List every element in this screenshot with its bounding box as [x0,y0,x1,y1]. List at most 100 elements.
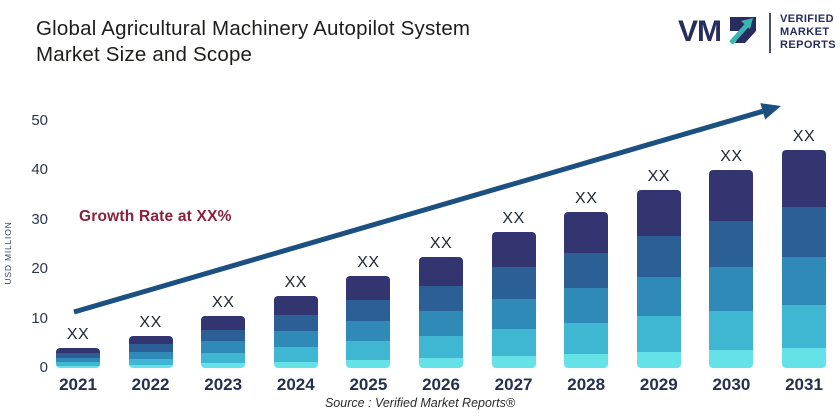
stacked-bar-2022 [128,335,173,368]
bar-segment-2021-3 [56,357,100,363]
x-tick-2026: 2026 [422,375,460,394]
bar-segment-2027-3 [491,298,536,329]
y-tick-0: 0 [39,359,48,376]
bar-segment-2027-2 [491,328,536,356]
bar-segment-2029-5 [636,189,681,237]
growth-rate-annotation: Growth Rate at XX% [79,208,232,225]
bar-value-label-2023: XX [212,294,235,312]
bar-value-label-2025: XX [357,254,380,272]
stacked-bar-2024 [273,296,318,368]
bar-segment-2030-5 [709,170,754,222]
bar-segment-2026-3 [419,311,463,336]
bar-segment-2026-2 [419,335,463,358]
bar-segment-2025-4 [346,300,391,322]
logo-word-market: MARKET [780,26,830,38]
bar-value-label-2028: XX [575,190,598,208]
bar-value-label-2024: XX [284,274,307,292]
bar-value-label-2022: XX [139,313,162,331]
bar-segment-2028-3 [564,288,609,323]
bar-segment-2022-4 [128,344,173,352]
bar-segment-2023-1 [201,363,246,368]
bar-segment-2024-5 [273,296,318,315]
bar-segment-2026-5 [419,256,463,286]
bar-value-label-2030: XX [720,148,743,165]
bar-value-label-2027: XX [502,209,525,227]
bar-segment-2024-1 [273,361,318,368]
stacked-bar-2031 [782,150,826,368]
bar-segment-2022-1 [128,365,173,368]
bar-segment-2025-1 [346,359,391,368]
stacked-bar-2021 [56,348,100,368]
bar-segment-2025-3 [346,321,391,342]
logo-word-verified: VERIFIED [780,13,834,25]
bar-segment-2025-5 [346,276,391,301]
bar-segment-2030-2 [709,310,754,351]
source-note: Source : Verified Market Reports® [324,396,516,410]
y-axis-title: USD MILLION [3,221,13,285]
bar-segment-2030-4 [709,221,754,267]
bar-segment-2027-1 [491,355,536,368]
bar-segment-2031-1 [782,348,826,368]
bar-segment-2028-4 [564,252,609,289]
bar-segment-2029-2 [636,316,681,352]
bar-segment-2023-3 [201,341,246,353]
page-title: Global Agricultural Machinery Autopilot … [36,16,596,68]
bar-segment-2021-2 [56,362,100,367]
svg-text:VM: VM [678,15,721,48]
bar-segment-2031-4 [782,206,826,257]
bar-value-label-2026: XX [429,234,453,252]
y-tick-20: 20 [31,260,48,277]
logo-wordmark: VERIFIED MARKET REPORTS [780,13,836,52]
y-tick-40: 40 [31,161,48,178]
bar-segment-2021-5 [56,348,100,354]
bar-segment-2029-1 [636,351,681,368]
bar-segment-2022-3 [128,351,173,359]
x-tick-2030: 2030 [712,375,751,394]
bar-segment-2027-4 [491,267,536,299]
stacked-bar-2025 [346,276,391,368]
bar-segment-2025-2 [346,341,391,360]
x-tick-2031: 2031 [785,375,823,394]
bar-segment-2026-4 [419,285,463,312]
vmr-logo: VM VERIFIED MARKET REPORTS [678,10,836,55]
x-tick-2022: 2022 [131,375,170,394]
x-tick-2025: 2025 [349,375,388,394]
title-line-1: Global Agricultural Machinery Autopilot … [36,17,471,40]
stacked-bar-2029 [636,189,681,368]
bar-segment-2029-4 [636,236,681,278]
bar-segment-2030-3 [709,267,754,311]
stacked-bar-2030 [709,170,754,368]
bar-segment-2027-5 [491,231,536,268]
x-tick-2021: 2021 [59,375,97,394]
stacked-bar-2028 [564,212,609,368]
x-tick-2027: 2027 [494,375,533,394]
bar-segment-2028-2 [564,322,609,354]
bar-segment-2024-3 [273,331,318,348]
bar-segment-2023-4 [201,329,246,342]
title-line-2: Market Size and Scope [36,43,253,66]
bar-segment-2030-1 [709,350,754,368]
logo-divider [769,12,771,53]
x-tick-2024: 2024 [276,375,315,394]
bar-value-label-2031: XX [792,128,816,146]
bar-segment-2022-2 [128,358,173,366]
x-tick-2028: 2028 [567,375,606,394]
bar-segment-2023-5 [201,316,246,330]
x-tick-2029: 2029 [639,375,678,394]
x-tick-2023: 2023 [204,375,243,394]
stacked-bar-2027 [491,231,536,368]
bar-segment-2021-1 [56,366,100,368]
vmr-logo-mark-icon: VM [678,10,760,55]
bar-segment-2022-5 [128,335,173,345]
y-tick-10: 10 [31,309,48,327]
bar-segment-2026-1 [419,357,463,368]
bar-segment-2021-4 [56,353,100,358]
y-tick-30: 30 [31,210,48,228]
stacked-bar-2023 [201,316,246,368]
bar-segment-2029-3 [636,277,681,317]
bar-segment-2031-2 [782,304,826,349]
y-tick-50: 50 [31,111,48,129]
bar-segment-2028-1 [564,353,609,368]
logo-word-reports: REPORTS [780,39,836,51]
